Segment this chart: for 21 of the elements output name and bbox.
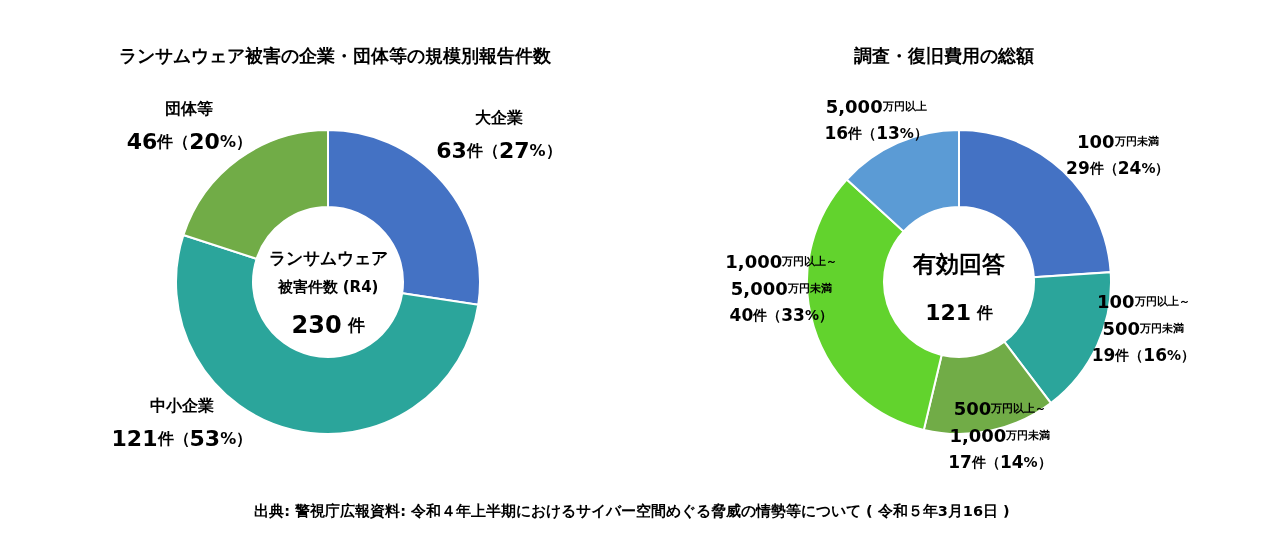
slice-label: 500万円以上～1,000万円未満	[949, 397, 1051, 446]
slice-label: 中小企業	[149, 395, 214, 415]
data-label: 19件（16%）	[1091, 344, 1196, 365]
slice-label: 大企業	[474, 107, 523, 127]
source-note: 出典: 警視庁広報資料: 令和４年上半期におけるサイバー空間めぐる脅威の情勢等について ( 令和５年3月16日 )	[254, 502, 1010, 520]
slice-label: 100万円未満	[1076, 130, 1159, 152]
chart-title: ランサムウェア被害の企業・団体等の規模別報告件数	[119, 44, 552, 66]
slice-label: 団体等	[165, 98, 214, 118]
data-label: 29件（24%）	[1066, 157, 1170, 178]
data-label: 17件（14%）	[948, 451, 1052, 472]
data-label: 63件（27%）	[436, 137, 562, 163]
chart-title: 調査・復旧費用の総額	[854, 44, 1034, 66]
data-label: 16件（13%）	[824, 122, 928, 143]
text: 有効回答	[912, 251, 1005, 277]
data-label: 121件（53%）	[111, 425, 253, 451]
data-label: 46件（20%）	[126, 128, 252, 154]
slice-label: 5,000万円以上	[825, 95, 927, 117]
text: 被害件数 (R4)	[276, 278, 379, 296]
text: ランサムウェア	[268, 248, 388, 268]
text: 121 件	[925, 299, 993, 325]
text: 230 件	[291, 311, 365, 339]
